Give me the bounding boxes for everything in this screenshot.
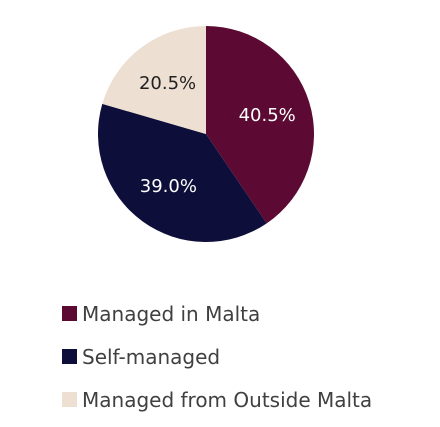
legend-swatch — [62, 306, 77, 321]
legend-item-managed-in-malta: Managed in Malta — [62, 292, 372, 335]
pie-slice-self-managed — [98, 103, 267, 242]
legend-swatch — [62, 349, 77, 364]
legend-item-self-managed: Self-managed — [62, 335, 372, 378]
pie-slice-managed-from-outside-malta — [102, 26, 206, 134]
data-label-managed-from-outside-malta: 20.5% — [139, 73, 196, 94]
legend-label: Self-managed — [82, 344, 221, 369]
legend-label: Managed in Malta — [82, 301, 261, 326]
legend-swatch — [62, 392, 77, 407]
pie-slice-managed-in-malta — [206, 26, 315, 224]
data-label-self-managed: 39.0% — [140, 176, 197, 197]
pie-slice-labels: 40.5% 39.0% 20.5% — [139, 73, 296, 197]
pie-slices — [98, 26, 315, 242]
legend: Managed in Malta Self-managed Managed fr… — [62, 292, 372, 421]
legend-label: Managed from Outside Malta — [82, 387, 373, 412]
legend-item-managed-from-outside-malta: Managed from Outside Malta — [62, 378, 372, 421]
data-label-managed-in-malta: 40.5% — [239, 105, 296, 126]
